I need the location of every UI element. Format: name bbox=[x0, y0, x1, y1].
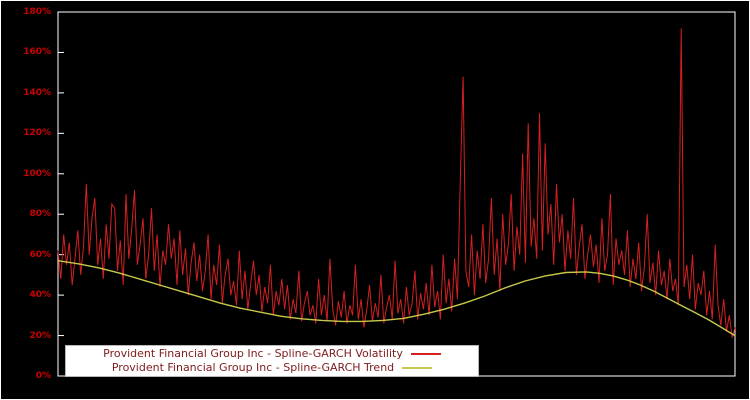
plot-area-border bbox=[57, 11, 736, 377]
y-axis-tick-label: 160% bbox=[23, 47, 51, 58]
y-axis-tick-label: 100% bbox=[23, 168, 51, 179]
y-axis-tick-label: 40% bbox=[29, 290, 51, 301]
legend-line-sample-volatility bbox=[410, 353, 441, 355]
legend-line-sample-trend bbox=[402, 367, 433, 369]
y-axis-tick-label: 20% bbox=[29, 330, 51, 341]
legend-row-volatility: Provident Financial Group Inc - Spline-G… bbox=[70, 347, 474, 361]
volatility-series-line bbox=[57, 28, 736, 338]
trend-series-line bbox=[57, 260, 736, 337]
legend-label-trend: Provident Financial Group Inc - Spline-G… bbox=[111, 361, 395, 374]
legend-label-volatility: Provident Financial Group Inc - Spline-G… bbox=[103, 347, 403, 360]
y-axis-tick-label: 140% bbox=[23, 87, 51, 98]
y-axis-tick-label: 80% bbox=[29, 209, 51, 220]
y-axis-tick-label: 180% bbox=[23, 7, 51, 17]
y-axis-tick-label: 120% bbox=[23, 128, 51, 139]
series-lines bbox=[57, 28, 736, 338]
chart-legend: Provident Financial Group Inc - Spline-G… bbox=[65, 345, 479, 377]
axis-ticks bbox=[58, 11, 64, 377]
y-axis-tick-label: 60% bbox=[29, 249, 51, 260]
legend-row-trend: Provident Financial Group Inc - Spline-G… bbox=[70, 361, 474, 375]
y-axis-tick-label: 0% bbox=[35, 371, 51, 381]
